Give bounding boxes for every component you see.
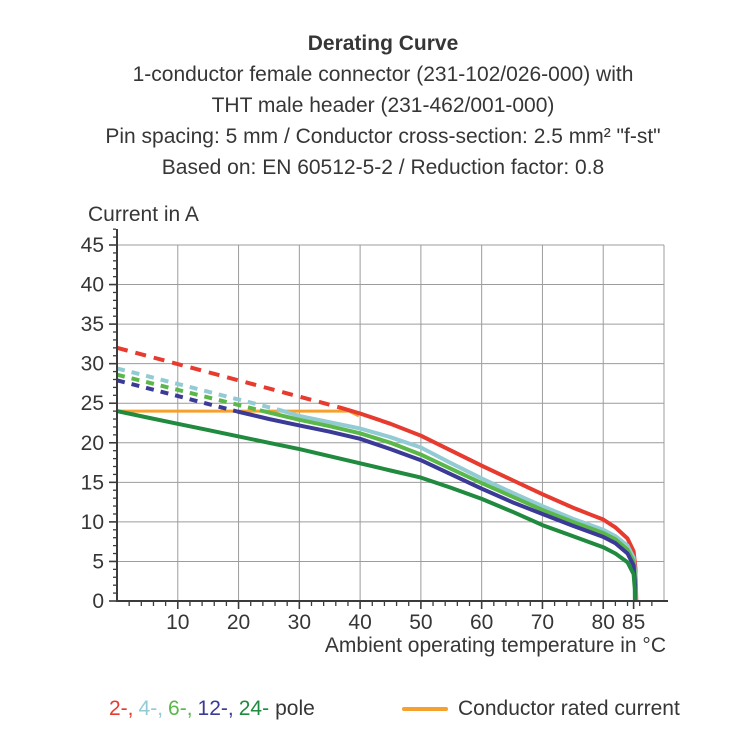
- legend-pole-2: 2-,: [109, 697, 134, 720]
- legend-pole-24: 24-: [238, 697, 270, 720]
- y-tick-label: 20: [81, 432, 104, 455]
- chart-subtitle-line-2: THT male header (231-462/001-000): [211, 94, 555, 117]
- x-tick-label: 70: [531, 611, 554, 634]
- chart-subtitle-line-1: 1-conductor female connector (231-102/02…: [132, 63, 634, 86]
- series-6-pole-dashed: [116, 372, 261, 413]
- chart-title-block: Derating Curve 1-conductor female connec…: [50, 28, 716, 183]
- series-12-pole-dashed: [116, 378, 238, 414]
- series-4-pole-solid: [277, 407, 638, 602]
- series-curves: [116, 345, 639, 602]
- derating-chart: Current in A 10 20 30 40 50 60 70 80 85 0 5 10 15 20 2…: [81, 203, 668, 657]
- tick-labels: 10 20 30 40 50 60 70 80 85 0 5 10 15 20 25 30 35 40 45: [81, 234, 646, 634]
- x-tick-label: 80: [592, 611, 615, 634]
- y-axis-title: Current in A: [88, 203, 199, 226]
- y-tick-label: 0: [92, 590, 104, 613]
- y-tick-label: 45: [81, 234, 104, 257]
- rated-current-line-swatch: [402, 707, 448, 711]
- series-2-pole-dashed: [116, 345, 340, 410]
- series-24-pole-solid: [116, 409, 637, 602]
- series-4-pole-dashed: [116, 366, 279, 412]
- x-tick-label: 60: [470, 611, 493, 634]
- x-tick-label: 30: [288, 611, 311, 634]
- x-tick-label: 10: [166, 611, 189, 634]
- y-tick-label: 25: [81, 392, 104, 415]
- chart-title: Derating Curve: [307, 32, 459, 55]
- y-tick-label: 35: [81, 313, 104, 336]
- legend-pole-suffix: pole: [275, 697, 315, 720]
- y-tick-label: 15: [81, 471, 104, 494]
- series-12-pole-solid: [236, 409, 638, 602]
- chart-subtitle-line-3: Pin spacing: 5 mm / Conductor cross-sect…: [105, 125, 661, 148]
- y-tick-label: 10: [81, 511, 104, 534]
- legend-pole-12: 12-,: [197, 697, 234, 720]
- legend-pole-6: 6-,: [168, 697, 193, 720]
- legend-poles: 2-, 4-, 6-, 12-, 24- pole: [109, 697, 320, 721]
- series-2-pole-solid: [338, 405, 639, 602]
- y-tick-label: 40: [81, 274, 104, 297]
- y-tick-label: 30: [81, 353, 104, 376]
- x-tick-label: 20: [227, 611, 250, 634]
- legend-pole-4: 4-,: [138, 697, 164, 720]
- series-6-pole-solid: [259, 408, 638, 602]
- y-tick-label: 5: [92, 550, 104, 573]
- x-tick-label: 40: [348, 611, 371, 634]
- axes: [109, 228, 668, 609]
- chart-subtitle-line-4: Based on: EN 60512-5-2 / Reduction facto…: [161, 156, 605, 179]
- x-tick-label: 85: [622, 611, 645, 634]
- x-tick-label: 50: [409, 611, 432, 634]
- rated-current-label: Conductor rated current: [458, 697, 680, 720]
- x-axis-title: Ambient operating temperature in °C: [325, 634, 666, 657]
